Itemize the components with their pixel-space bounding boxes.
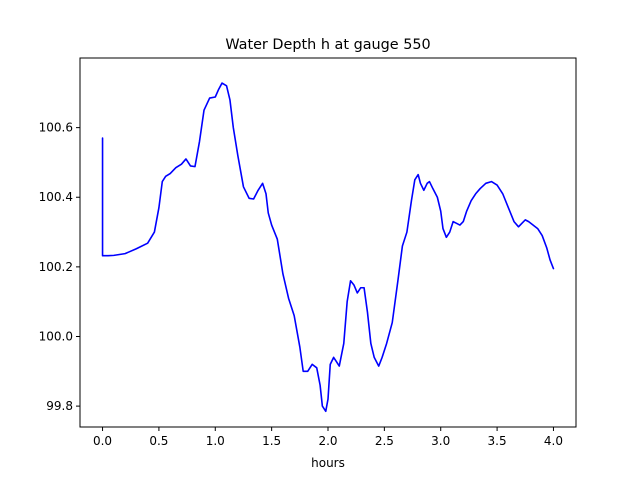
- plot-area: [101, 82, 555, 413]
- x-tick-label: 0.0: [93, 434, 112, 448]
- x-axis: 0.0 0.5 1.0 1.5 2.0 2.5 3.0 3.5 4.0: [93, 427, 563, 448]
- chart-title: Water Depth h at gauge 550: [225, 37, 430, 53]
- series-line-0: [101, 82, 555, 413]
- y-tick-label: 99.8: [46, 399, 73, 413]
- x-tick-label: 1.0: [206, 434, 225, 448]
- y-axis: 99.8 100.0 100.2 100.4 100.6: [39, 121, 80, 413]
- x-tick-label: 0.5: [149, 434, 168, 448]
- x-tick-label: 3.0: [431, 434, 450, 448]
- x-tick-label: 3.5: [488, 434, 507, 448]
- y-tick-label: 100.4: [39, 190, 73, 204]
- y-tick-label: 100.2: [39, 260, 73, 274]
- y-tick-label: 100.0: [39, 329, 73, 343]
- y-tick-label: 100.6: [39, 121, 73, 135]
- x-axis-label: hours: [311, 456, 345, 470]
- x-tick-label: 2.0: [318, 434, 337, 448]
- x-tick-label: 2.5: [375, 434, 394, 448]
- x-tick-label: 1.5: [262, 434, 281, 448]
- x-tick-label: 4.0: [544, 434, 563, 448]
